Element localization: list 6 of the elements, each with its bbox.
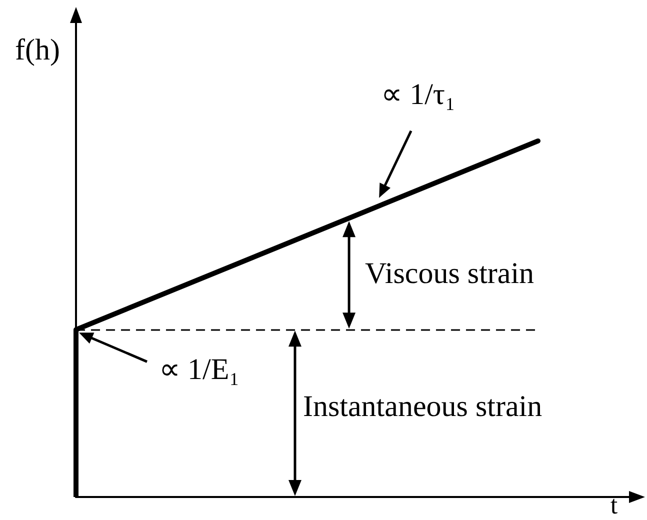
annotation: ∝ 1/E₁ xyxy=(159,352,240,386)
annotation: Viscous strain xyxy=(365,256,534,290)
y-axis-title: f(h) xyxy=(15,34,60,66)
text: ∝ 1/τ₁ xyxy=(381,78,456,111)
annotation: Instantaneous strain xyxy=(302,390,542,424)
x-axis-title: t xyxy=(610,490,618,520)
